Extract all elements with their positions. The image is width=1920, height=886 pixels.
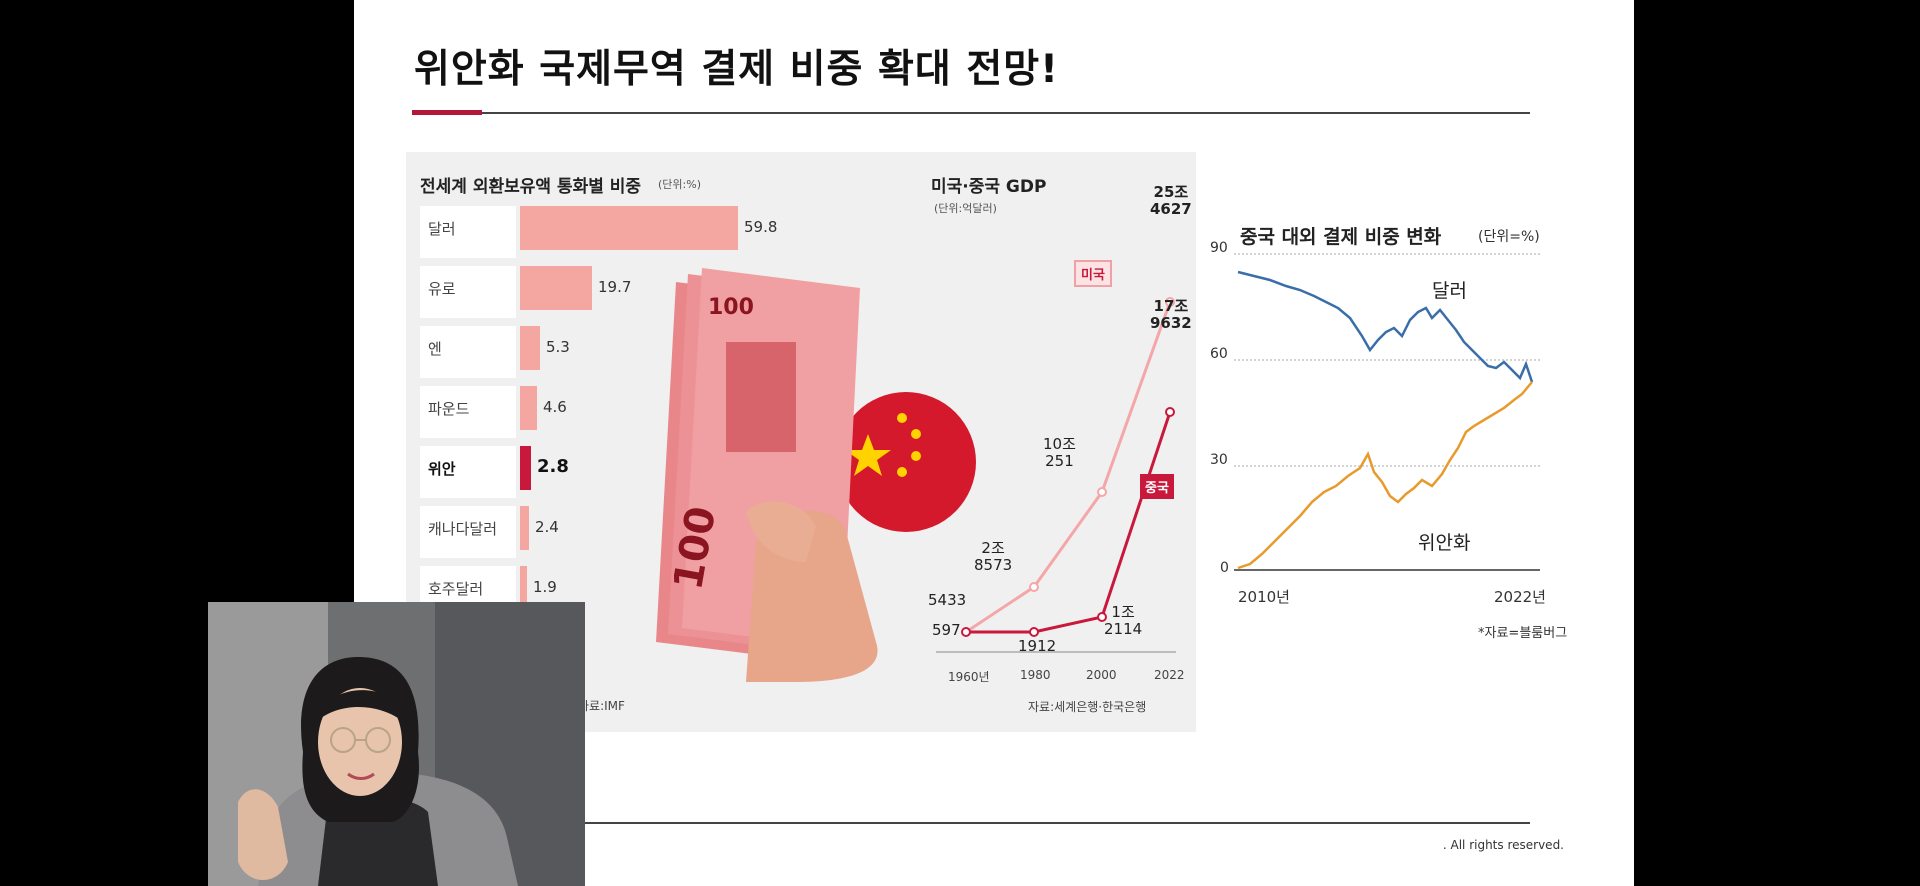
bar-label: 엔 xyxy=(428,340,442,358)
gdp-cn-1960: 597 xyxy=(932,621,961,639)
bar-value: 19.7 xyxy=(598,278,632,296)
x-label-end: 2022년 xyxy=(1494,588,1546,606)
yuan-banknote-illustration: 100 100 xyxy=(656,268,976,682)
share-source: *자료=블룸버그 xyxy=(1478,626,1568,641)
reserves-chart-title: 전세계 외환보유액 통화별 비중 xyxy=(420,177,642,197)
bar-yuan xyxy=(520,446,531,490)
bar-value: 1.9 xyxy=(533,578,557,596)
gdp-x-label: 1960년 xyxy=(948,670,990,684)
gdp-cn-1980: 1912 xyxy=(1018,637,1057,655)
news-graphic: 전세계 외환보유액 통화별 비중 (단위:%) 달러 유로 엔 파운드 위안 캐… xyxy=(406,152,1196,732)
gdp-us-1980: 2조 8573 xyxy=(974,539,1013,574)
gdp-source: 자료:세계은행·한국은행 xyxy=(1028,700,1147,714)
bar-cad xyxy=(520,506,529,550)
gdp-cn-2000: 1조 2114 xyxy=(1104,603,1143,638)
bar-label: 호주달러 xyxy=(428,580,484,598)
bar-pound xyxy=(520,386,537,430)
bar-row-bg xyxy=(420,386,516,438)
bar-euro xyxy=(520,266,592,310)
gdp-chart-unit: (단위:억달러) xyxy=(934,202,997,215)
x-label-start: 2010년 xyxy=(1238,588,1290,606)
bar-row-bg xyxy=(420,206,516,258)
y-tick: 0 xyxy=(1220,560,1229,576)
slide-title: 위안화 국제무역 결제 비중 확대 전망! xyxy=(414,47,1059,92)
bar-dollar xyxy=(520,206,738,250)
dollar-series-line xyxy=(1237,270,1534,383)
us-series-tag: 미국 xyxy=(1074,260,1112,287)
bar-row-bg xyxy=(420,446,516,498)
footer-divider xyxy=(412,822,1530,824)
bar-yen xyxy=(520,326,540,370)
gdp-x-label: 1980 xyxy=(1020,668,1051,682)
bar-label: 위안 xyxy=(428,460,456,478)
share-chart-unit: (단위=%) xyxy=(1478,229,1540,245)
gdp-us-2022: 25조 4627 xyxy=(1150,183,1192,218)
reserves-chart-unit: (단위:%) xyxy=(658,178,701,191)
bar-label: 캐나다달러 xyxy=(428,520,498,538)
dollar-series-label: 달러 xyxy=(1432,280,1467,302)
gdp-x-label: 2000 xyxy=(1086,668,1117,682)
svg-text:100: 100 xyxy=(708,295,754,320)
y-tick: 30 xyxy=(1210,452,1228,468)
gdp-us-2000: 10조 251 xyxy=(1043,435,1076,470)
bar-value: 2.4 xyxy=(535,518,559,536)
title-accent-bar xyxy=(412,110,482,115)
bar-value: 2.8 xyxy=(537,456,569,477)
yuan-series-line xyxy=(1237,381,1533,570)
bar-row-bg xyxy=(420,266,516,318)
gdp-line-chart xyxy=(936,297,1176,653)
bar-value: 4.6 xyxy=(543,398,567,416)
china-series-tag: 중국 xyxy=(1140,474,1174,499)
gdp-x-label: 2022 xyxy=(1154,668,1185,682)
share-line-chart xyxy=(1234,253,1540,571)
copyright-footer: . All rights reserved. xyxy=(1442,838,1564,852)
bar-row-bg xyxy=(420,326,516,378)
bar-label: 달러 xyxy=(428,220,456,238)
share-chart-title: 중국 대외 결제 비중 변화 xyxy=(1240,226,1442,248)
yuan-series-label: 위안화 xyxy=(1418,532,1471,554)
bar-label: 유로 xyxy=(428,280,456,298)
presenter-webcam xyxy=(208,602,585,886)
gdp-chart-title: 미국·중국 GDP xyxy=(931,177,1047,197)
presenter-figure xyxy=(238,657,518,886)
gdp-cn-2022: 17조 9632 xyxy=(1150,297,1192,332)
title-divider xyxy=(412,112,1530,114)
gdp-us-1960: 5433 xyxy=(928,591,967,609)
bar-row-bg xyxy=(420,506,516,558)
bar-aud xyxy=(520,566,527,610)
bar-label: 파운드 xyxy=(428,400,470,418)
bar-value: 5.3 xyxy=(546,338,570,356)
bar-value: 59.8 xyxy=(744,218,778,236)
y-tick: 90 xyxy=(1210,240,1228,256)
reserves-source: 자료:IMF xyxy=(578,699,625,713)
y-tick: 60 xyxy=(1210,346,1228,362)
